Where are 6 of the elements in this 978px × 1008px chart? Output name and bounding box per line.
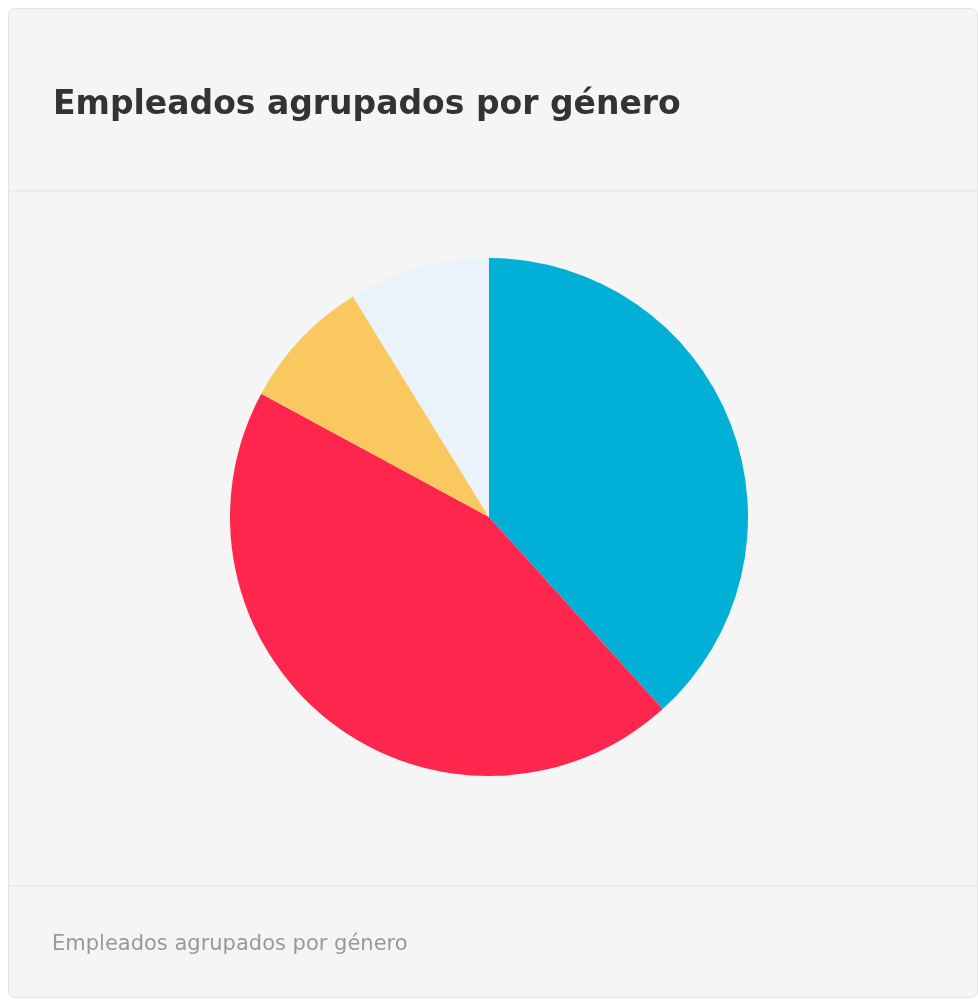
pie-slice: [489, 258, 748, 710]
chart-title: Empleados agrupados por género: [53, 83, 681, 122]
pie-slice: [261, 296, 489, 517]
text: Empleados agrupados por género: [52, 931, 408, 955]
pie-slice: [352, 258, 489, 517]
pie-slice: [230, 393, 663, 776]
